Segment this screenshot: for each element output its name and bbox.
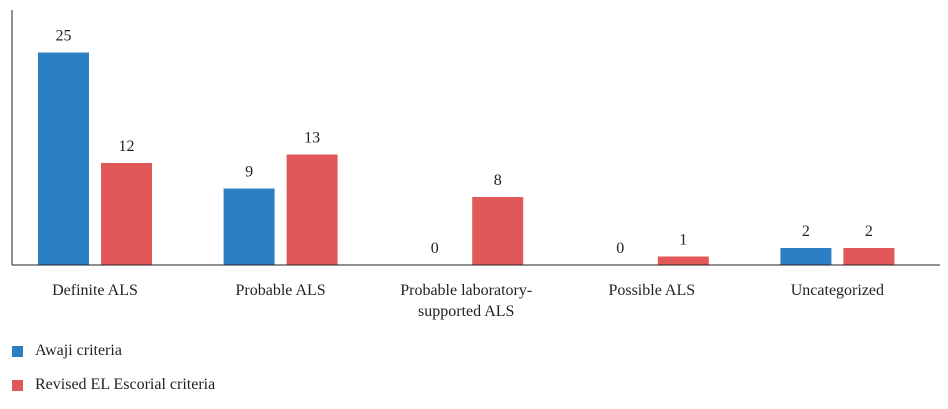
bar-0-1 [101,163,152,265]
category-label-1: Probable ALS [235,282,325,299]
value-label-1-1: 13 [304,130,320,147]
value-label-0-1: 12 [119,138,135,155]
value-label-2-0: 0 [431,240,439,257]
category-label-3: Possible ALS [608,282,695,299]
legend-item-awaji: Awaji criteria [12,341,215,361]
legend-swatch-revised-el-escorial [12,379,23,391]
value-label-2-1: 8 [494,172,502,189]
value-label-3-1: 1 [679,232,687,249]
legend-label-revised-el-escorial: Revised EL Escorial criteria [35,376,216,393]
legend-label-awaji: Awaji criteria [35,342,122,359]
bar-0-0 [38,52,89,265]
value-label-3-0: 0 [616,240,624,257]
bar-4-0 [780,248,832,265]
value-label-1-0: 9 [245,164,253,181]
legend: Awaji criteria Revised EL Escorial crite… [12,341,215,409]
legend-item-revised-el-escorial: Revised EL Escorial criteria [12,375,215,395]
category-label-4: Uncategorized [791,282,884,299]
bar-4-1 [843,248,895,265]
value-label-4-0: 2 [802,223,810,240]
bars-group [38,52,895,265]
bar-1-0 [223,188,275,265]
bar-2-1 [472,197,524,265]
legend-swatch-awaji [12,345,23,357]
value-label-4-1: 2 [865,223,873,240]
bar-3-1 [657,256,709,265]
bar-1-1 [286,154,338,265]
category-labels-group: Definite ALS Probable ALS Probable laborat… [52,282,884,320]
value-label-0-0: 25 [56,28,72,45]
category-label-0: Definite ALS [52,282,138,299]
category-label-2: Probable laboratory-supported ALS [400,282,532,320]
